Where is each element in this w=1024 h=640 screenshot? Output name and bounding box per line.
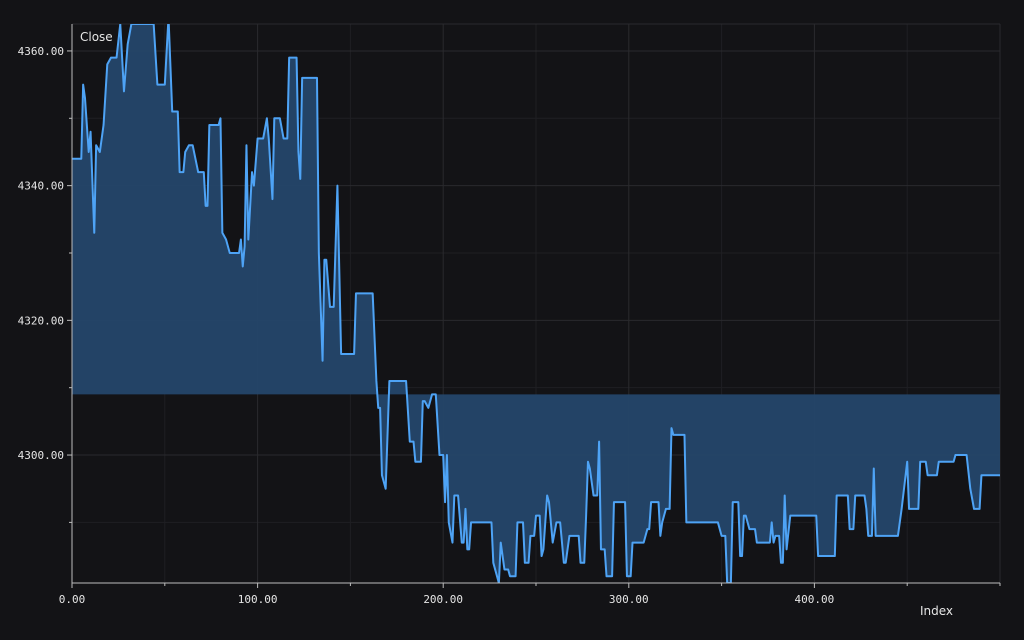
series-0-line: [72, 24, 1000, 583]
x-axis-label: Index: [920, 604, 953, 618]
y-tick-label: 4300.00: [18, 449, 64, 462]
x-tick-label: 200.00: [423, 593, 463, 606]
plot-area: [72, 24, 1000, 583]
axes: [67, 24, 1001, 588]
x-tick-label: 300.00: [609, 593, 649, 606]
tick-labels: 0.00 100.00 200.00 300.00 400.00 4300.00 4320.…: [18, 45, 835, 606]
x-tick-label: 100.00: [238, 593, 278, 606]
series-0-area: [72, 24, 1000, 583]
x-tick-label: 400.00: [795, 593, 835, 606]
y-tick-label: 4340.00: [18, 180, 64, 193]
y-axis-label: Close: [80, 30, 113, 44]
x-tick-label: 0.00: [59, 593, 86, 606]
y-tick-label: 4360.00: [18, 45, 64, 58]
y-tick-label: 4320.00: [18, 314, 64, 327]
